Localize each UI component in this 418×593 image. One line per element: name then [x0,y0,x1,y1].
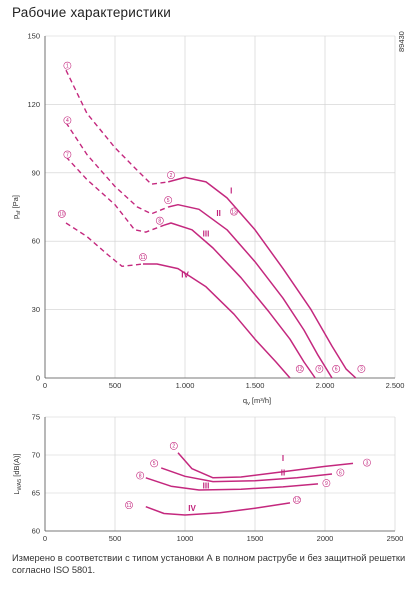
marker-number: 9 [325,481,328,487]
curve-IV [143,263,291,379]
x-tick-label: 1.000 [176,381,195,390]
marker-number: 3 [360,367,363,373]
x-tick-label: 0 [43,534,47,543]
marker-number: 11 [126,503,131,509]
y-tick-label: 150 [27,32,40,41]
x-axis-label: qv [m³/h] [243,549,271,550]
marker-circle [230,207,238,216]
marker-circle [139,253,147,262]
curve-II [168,203,333,379]
curve-II-dashed [65,122,169,215]
marker-circle [167,171,175,179]
curve-label: IV [188,504,196,513]
curve-III-dashed [65,156,165,233]
marker-number: 2 [172,444,175,450]
page-title: Рабочие характеристики [12,5,171,20]
x-tick-label: 2500 [387,534,404,543]
marker-circle [315,364,324,373]
x-tick-label: 2000 [317,534,334,543]
curve-IV-dashed [65,222,144,268]
marker-number: 7 [66,152,69,158]
marker-circle [155,216,164,225]
marker-circle [136,471,145,480]
marker-number: 11 [140,255,145,261]
curve-label: III [203,230,210,239]
marker-number: 12 [297,367,303,373]
x-tick-label: 2.500 [386,381,405,390]
curve-label: III [203,481,210,490]
x-tick-label: 1.500 [246,381,265,390]
marker-circle [322,479,331,488]
x-tick-label: 1500 [247,534,264,543]
marker-circle [293,495,301,504]
marker-circle [169,441,178,450]
y-tick-label: 60 [32,527,40,536]
marker-circle [150,459,159,468]
curve-label: II [216,209,220,218]
marker-circle [363,458,371,467]
x-tick-label: 500 [109,534,122,543]
curve-I [168,176,357,379]
figure-id: 89430 [397,31,406,52]
y-tick-label: 0 [36,374,40,383]
marker-circle [57,209,66,218]
marker-circle [63,116,72,125]
marker-circle [295,364,304,373]
marker-number: 8 [158,218,161,224]
marker-number: 13 [231,209,237,215]
marker-number: 1 [66,63,69,69]
footnote: Измерено в соответствии с типом установк… [12,553,406,575]
y-axis-label: psf [Pa] [11,195,22,219]
marker-circle [63,150,72,159]
x-axis-label: qv [m³/h] [243,396,271,407]
performance-charts: 0 500 1.000 1.500 2.000 2.5000306090120150psf… [11,31,406,551]
marker-circle [63,61,72,70]
marker-number: 5 [153,461,156,467]
y-tick-label: 75 [32,413,40,422]
y-tick-label: 60 [32,237,40,246]
marker-number: 6 [335,367,338,373]
marker-number: 9 [318,367,321,373]
marker-circle [357,364,366,373]
curve-III [163,222,316,379]
marker-circle [332,364,341,373]
curve-IV [145,502,291,516]
pressure-chart: 0 500 1.000 1.500 2.000 2.500 0 30 60 90 120 150 psf… [11,32,404,408]
y-tick-label: 120 [27,100,40,109]
curve-III [145,477,319,491]
curve-I-dashed [65,69,169,185]
y-tick-label: 90 [32,168,40,177]
x-tick-label: 500 [109,381,122,390]
curve-II [160,467,333,483]
y-axis-label: LWA5 [dB(A)] [12,453,23,494]
y-tick-label: 65 [32,489,40,498]
marker-number: 2 [170,173,173,179]
marker-number: 3 [366,460,369,466]
marker-number: 12 [294,498,300,504]
x-tick-label: 0 [43,381,47,390]
marker-circle [164,196,173,205]
curve-label: I [230,186,232,195]
curve-label: II [281,469,285,478]
marker-circle [125,501,133,510]
marker-number: 5 [167,198,170,204]
y-tick-label: 30 [32,305,40,314]
x-tick-label: 1000 [177,534,194,543]
marker-number: 6 [339,470,342,476]
curve-I [177,452,354,479]
curve-label: I [282,454,284,463]
marker-number: 10 [59,212,65,218]
curve-label: IV [181,271,189,280]
marker-number: 4 [66,118,69,124]
marker-number: 8 [139,473,142,479]
y-tick-label: 70 [32,451,40,460]
x-tick-label: 2.000 [316,381,335,390]
marker-circle [336,468,345,477]
